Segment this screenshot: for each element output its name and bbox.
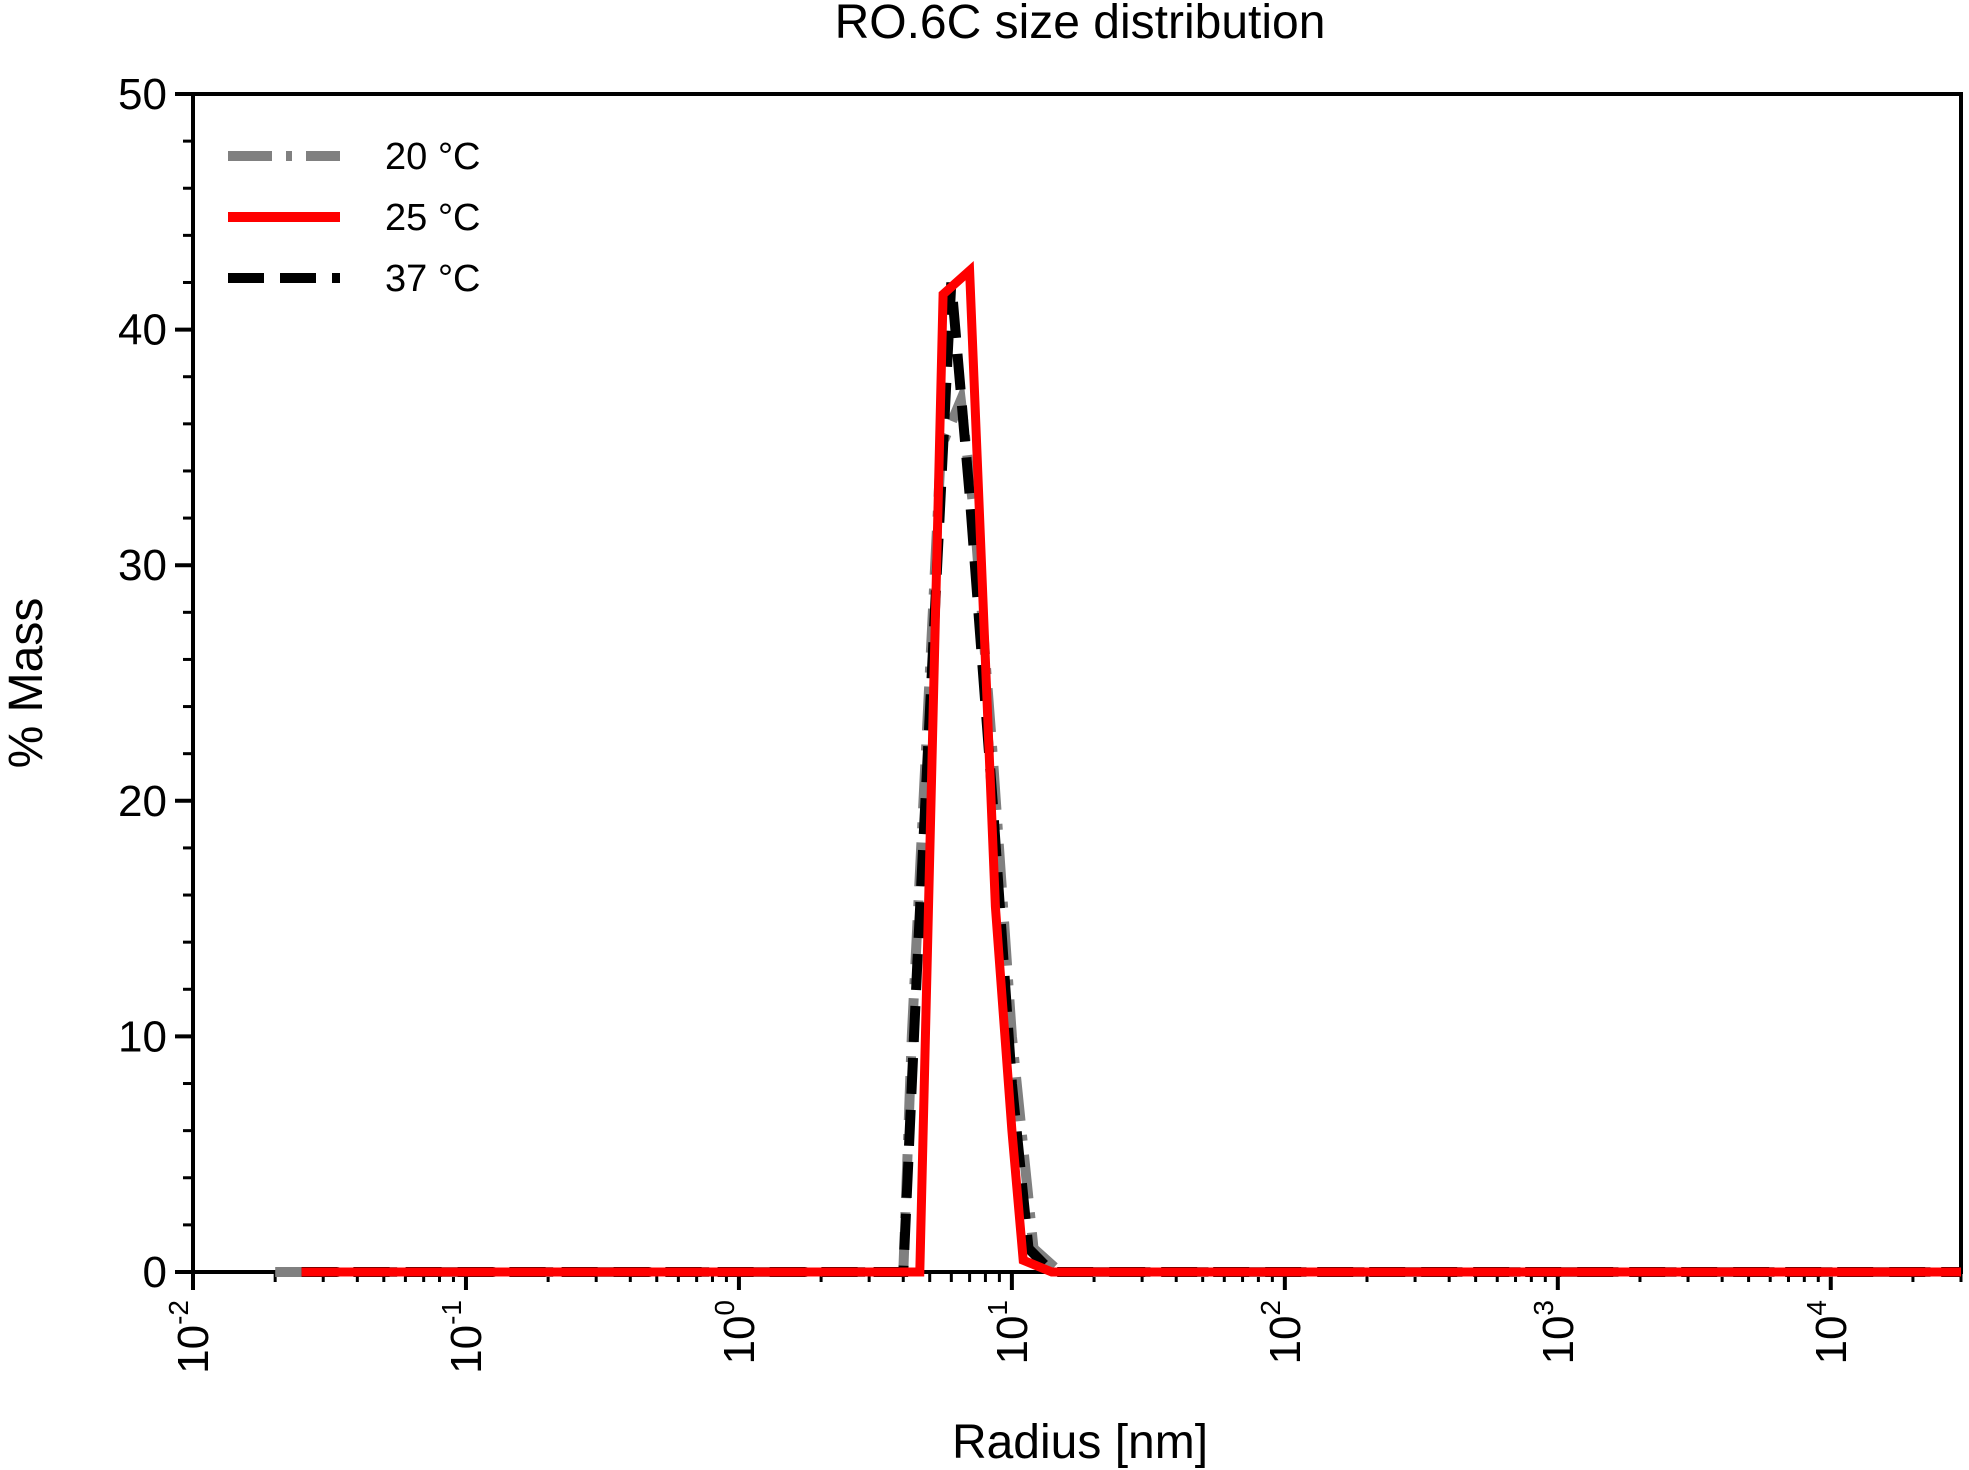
x-tick-exponent: -1 [436, 1300, 467, 1325]
x-tick-base: 10 [442, 1325, 491, 1374]
x-tick-exponent: 1 [982, 1300, 1013, 1316]
y-tick-label: 50 [118, 70, 167, 119]
x-tick-exponent: 3 [1528, 1300, 1559, 1316]
x-tick-base: 10 [715, 1316, 764, 1365]
x-tick-label: 102 [1255, 1300, 1310, 1365]
x-tick-label: 100 [709, 1300, 764, 1365]
x-tick-label: 10-2 [163, 1300, 218, 1374]
legend-label: 20 °C [385, 136, 480, 178]
x-tick-exponent: 2 [1255, 1300, 1286, 1316]
y-tick-label: 30 [118, 541, 167, 590]
x-tick-base: 10 [1261, 1316, 1310, 1365]
series-layer [275, 261, 1961, 1277]
y-tick-label: 20 [118, 777, 167, 826]
x-axis-label: Radius [nm] [952, 1416, 1208, 1469]
series-line [301, 282, 1961, 1277]
y-axis-ticks: 0 10 20 30 40 50 [118, 70, 193, 1297]
y-tick-label: 10 [118, 1012, 167, 1061]
y-tick-label: 0 [143, 1248, 167, 1297]
x-tick-base: 10 [1807, 1316, 1856, 1365]
x-tick-base: 10 [169, 1325, 218, 1374]
series-line [301, 261, 1961, 1277]
legend-label: 37 °C [385, 258, 480, 300]
x-tick-exponent: -2 [163, 1300, 194, 1325]
x-tick-label: 103 [1528, 1300, 1583, 1365]
x-tick-label: 101 [982, 1300, 1037, 1365]
legend: 20 °C 25 °C 37 °C [228, 136, 480, 300]
x-tick-label: 10-1 [436, 1300, 491, 1374]
x-tick-exponent: 4 [1801, 1300, 1832, 1316]
chart-title: RO.6C size distribution [835, 0, 1326, 49]
series-line [275, 380, 1961, 1277]
y-axis-label: % Mass [0, 598, 53, 769]
legend-label: 25 °C [385, 197, 480, 239]
x-tick-base: 10 [988, 1316, 1037, 1365]
x-tick-label: 104 [1801, 1300, 1856, 1365]
y-tick-label: 40 [118, 306, 167, 355]
x-tick-base: 10 [1534, 1316, 1583, 1365]
x-tick-exponent: 0 [709, 1300, 740, 1316]
